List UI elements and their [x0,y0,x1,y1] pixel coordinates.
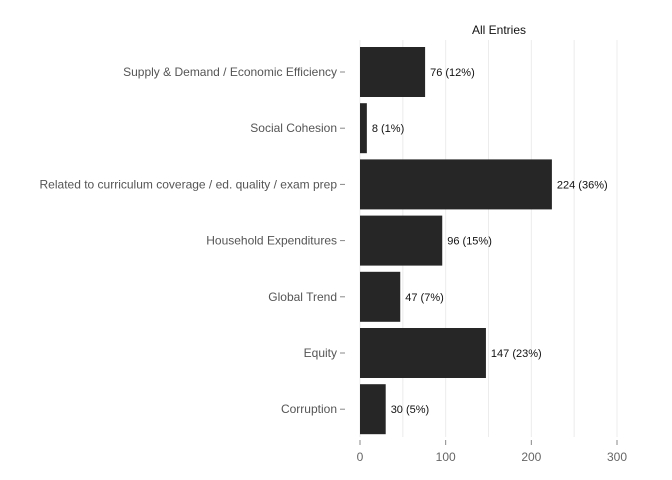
data-label: 76 (12%) [430,67,475,79]
category-label: Corruption [281,402,337,416]
x-axis: 0 100 200 300 [357,440,627,464]
x-tick-label: 200 [521,450,541,464]
x-tick-label: 100 [436,450,456,464]
data-label: 8 (1%) [372,123,404,135]
data-label: 224 (36%) [557,179,608,191]
category-label: Social Cohesion [250,121,337,135]
data-label: 30 (5%) [391,404,430,416]
category-label: Related to curriculum coverage / ed. qua… [40,177,338,191]
chart-title: All Entries [472,23,526,37]
category-label: Global Trend [268,290,337,304]
data-label: 47 (7%) [405,292,444,304]
data-labels: 76 (12%) 8 (1%) 224 (36%) 96 (15%) 47 (7%) 14… [372,67,608,416]
bars [360,47,552,435]
data-label: 96 (15%) [447,236,492,248]
bar [360,384,386,435]
bar [360,328,486,378]
bar [360,47,426,97]
data-label: 147 (23%) [491,348,542,360]
category-label: Supply & Demand / Economic Efficiency [123,65,337,79]
grid [359,40,618,437]
bar [360,271,401,322]
category-label: Equity [304,346,337,360]
bar [360,159,552,210]
bar [360,103,367,154]
x-tick-label: 300 [607,450,627,464]
x-tick-label: 0 [357,450,364,464]
category-label: Household Expenditures [206,234,337,248]
bar [360,215,443,266]
category-labels: Supply & Demand / Economic Efficiency Soc… [40,65,345,416]
